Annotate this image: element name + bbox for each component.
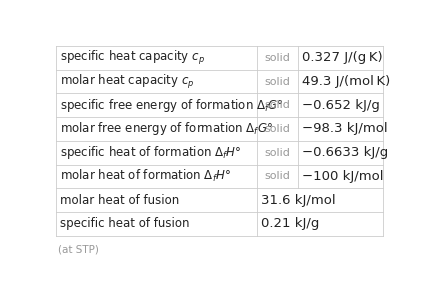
Text: solid: solid xyxy=(265,53,290,63)
Text: −0.6633 kJ/g: −0.6633 kJ/g xyxy=(302,146,388,159)
Text: 31.6 kJ/mol: 31.6 kJ/mol xyxy=(261,194,336,207)
Text: solid: solid xyxy=(265,77,290,86)
Text: 0.327 J/(g K): 0.327 J/(g K) xyxy=(302,51,383,64)
Text: 49.3 J/(mol K): 49.3 J/(mol K) xyxy=(302,75,390,88)
Text: solid: solid xyxy=(265,148,290,158)
Text: specific heat of formation $\Delta_f H°$: specific heat of formation $\Delta_f H°$ xyxy=(60,144,242,161)
Text: 0.21 kJ/g: 0.21 kJ/g xyxy=(261,217,320,230)
Text: molar heat capacity $c_p$: molar heat capacity $c_p$ xyxy=(60,72,195,91)
Text: solid: solid xyxy=(265,100,290,110)
Text: molar free energy of formation $\Delta_f G°$: molar free energy of formation $\Delta_f… xyxy=(60,121,273,138)
Text: solid: solid xyxy=(265,171,290,181)
Text: (at STP): (at STP) xyxy=(58,244,99,255)
Text: −100 kJ/mol: −100 kJ/mol xyxy=(302,170,383,183)
Text: molar heat of fusion: molar heat of fusion xyxy=(60,194,180,207)
Text: molar heat of formation $\Delta_f H°$: molar heat of formation $\Delta_f H°$ xyxy=(60,168,232,184)
Text: specific free energy of formation $\Delta_f G°$: specific free energy of formation $\Delt… xyxy=(60,97,284,114)
Text: specific heat of fusion: specific heat of fusion xyxy=(60,217,190,230)
Text: −0.652 kJ/g: −0.652 kJ/g xyxy=(302,99,380,112)
Text: solid: solid xyxy=(265,124,290,134)
Text: specific heat capacity $c_p$: specific heat capacity $c_p$ xyxy=(60,49,205,67)
Text: −98.3 kJ/mol: −98.3 kJ/mol xyxy=(302,122,388,135)
